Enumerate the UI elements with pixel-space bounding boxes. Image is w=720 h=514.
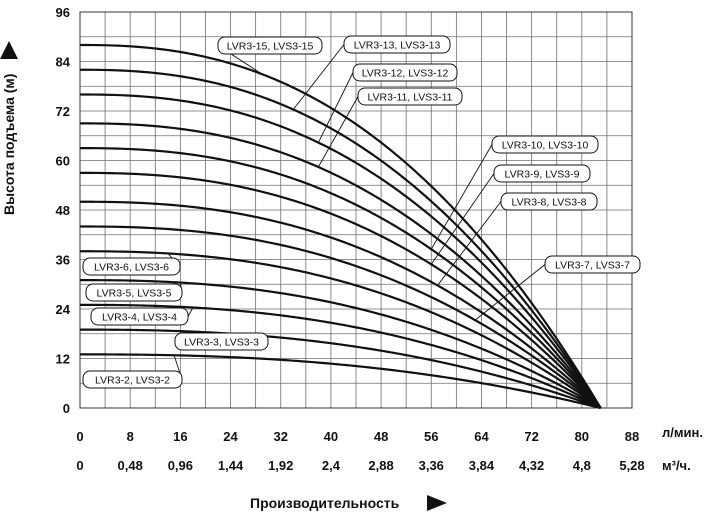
- x-tick-label-lpm: 24: [223, 429, 238, 444]
- series-label: LVR3-7, LVS3-7: [555, 260, 630, 272]
- leader-line: [187, 307, 194, 317]
- series-label-box: [82, 370, 183, 389]
- x-tick-label-lpm: 88: [625, 429, 639, 444]
- y-axis-title-text: Высота подъема (м): [1, 74, 17, 215]
- series-label-box: [544, 255, 641, 274]
- x-unit-lpm: л/мин.: [662, 425, 703, 440]
- up-arrow-icon: [0, 41, 18, 59]
- x-tick-label-m3h: 2,4: [322, 458, 341, 473]
- x-tick-label-m3h: 3,36: [419, 458, 444, 473]
- x-axis-title: Производительность: [250, 495, 447, 511]
- curve-lvr3-4: [80, 303, 602, 409]
- series-label-box: [217, 36, 323, 55]
- x-unit-m3h: м³/ч.: [662, 458, 691, 473]
- curve-lvr3-13: [80, 68, 602, 409]
- y-tick-label: 72: [56, 104, 70, 119]
- series-labels: LVR3-15, LVS3-15 LVR3-13, LVS3-13 LVR3-12,…: [82, 35, 641, 389]
- series-label-box: [352, 63, 458, 82]
- series-label: LVR3-12, LVS3-12: [362, 68, 449, 80]
- x-tick-label-m3h: 2,88: [368, 458, 393, 473]
- y-tick-label: 36: [56, 253, 70, 268]
- x-tick-label-m3h: 0,48: [118, 458, 143, 473]
- series-label-box: [82, 257, 181, 276]
- series-label-box: [343, 35, 451, 54]
- x-tick-labels-m3h: 0 0,48 0,96 1,44 1,92 2,4 2,88 3,36 3,84 4,32 4,8 5…: [76, 458, 644, 473]
- series-label-box: [90, 307, 189, 326]
- curves: [80, 43, 602, 410]
- x-axis-title-text: Производительность: [250, 495, 400, 511]
- series-label: LVR3-5, LVS3-5: [97, 288, 172, 300]
- x-tick-label-m3h: 4,32: [519, 458, 544, 473]
- y-tick-label: 12: [56, 352, 70, 367]
- curve-lvr3-2: [80, 353, 601, 410]
- y-tick-label: 24: [56, 302, 71, 317]
- x-tick-label-m3h: 1,92: [268, 458, 293, 473]
- series-label-box: [85, 283, 183, 302]
- x-tick-label-m3h: 3,84: [469, 458, 495, 473]
- leader-line: [430, 173, 495, 265]
- leader-lines: [167, 44, 546, 380]
- series-label: LVR3-2, LVS3-2: [95, 375, 170, 387]
- curve-lvr3-11: [80, 122, 602, 409]
- x-tick-label-lpm: 16: [173, 429, 187, 444]
- leader-line: [430, 144, 493, 250]
- right-arrow-icon: [427, 495, 447, 511]
- y-tick-labels: 0 12 24 36 48 60 72 84 96: [56, 5, 71, 416]
- curve-lvr3-15: [80, 43, 602, 409]
- series-label-box: [357, 87, 463, 106]
- series-label: LVR3-9, LVS3-9: [505, 169, 580, 181]
- y-tick-label: 0: [63, 401, 70, 416]
- x-tick-label-lpm: 72: [524, 429, 538, 444]
- curve-lvr3-7: [80, 225, 602, 409]
- plot-frame: [79, 11, 633, 409]
- x-tick-label-lpm: 80: [575, 429, 589, 444]
- x-tick-label-lpm: 64: [474, 429, 489, 444]
- curve-lvr3-12: [80, 93, 602, 409]
- y-tick-label: 60: [56, 154, 70, 169]
- y-axis-title: Высота подъема (м): [0, 41, 18, 215]
- leader-line: [317, 72, 354, 143]
- curve-lvr3-5: [80, 279, 602, 409]
- series-label: LVR3-4, LVS3-4: [102, 312, 177, 324]
- x-tick-label-m3h: 0,96: [168, 458, 193, 473]
- series-label: LVR3-10, LVS3-10: [502, 140, 589, 152]
- curve-lvr3-8: [80, 200, 602, 409]
- x-tick-label-lpm: 8: [127, 429, 134, 444]
- series-label-box: [174, 332, 269, 351]
- series-label: LVR3-15, LVS3-15: [227, 41, 314, 53]
- x-tick-label-m3h: 5,28: [619, 458, 644, 473]
- x-tick-label-lpm: 56: [424, 429, 438, 444]
- leader-line: [437, 201, 502, 286]
- x-tick-label-lpm: 0: [76, 429, 83, 444]
- leader-line: [474, 264, 546, 321]
- series-label-box: [491, 135, 599, 154]
- curve-lvr3-10: [80, 147, 602, 409]
- series-label: LVR3-6, LVS3-6: [94, 262, 169, 274]
- x-tick-label-m3h: 4,8: [573, 458, 591, 473]
- series-label-box: [493, 164, 591, 183]
- x-tick-label-m3h: 1,44: [218, 458, 244, 473]
- x-tick-label-lpm: 40: [324, 429, 338, 444]
- curve-lvr3-6: [80, 250, 602, 409]
- curve-lvr3-9: [80, 171, 602, 409]
- series-label: LVR3-13, LVS3-13: [354, 40, 441, 52]
- y-tick-label: 96: [56, 5, 70, 20]
- leader-line: [292, 44, 345, 110]
- series-label: LVR3-3, LVS3-3: [184, 337, 259, 349]
- curve-lvr3-3: [80, 328, 602, 410]
- x-tick-label-lpm: 32: [273, 429, 287, 444]
- y-tick-label: 84: [56, 55, 71, 70]
- series-label-box: [500, 192, 598, 211]
- x-tick-label-m3h: 0: [76, 458, 83, 473]
- y-tick-label: 48: [56, 203, 70, 218]
- series-label: LVR3-11, LVS3-11: [367, 92, 452, 104]
- plot-border: [79, 11, 633, 409]
- x-tick-label-lpm: 48: [374, 429, 388, 444]
- leader-line: [317, 96, 359, 168]
- x-tick-labels-lpm: 0 8 16 24 32 40 48 56 64 72 80 88: [76, 429, 639, 444]
- series-label: LVR3-8, LVS3-8: [512, 197, 587, 209]
